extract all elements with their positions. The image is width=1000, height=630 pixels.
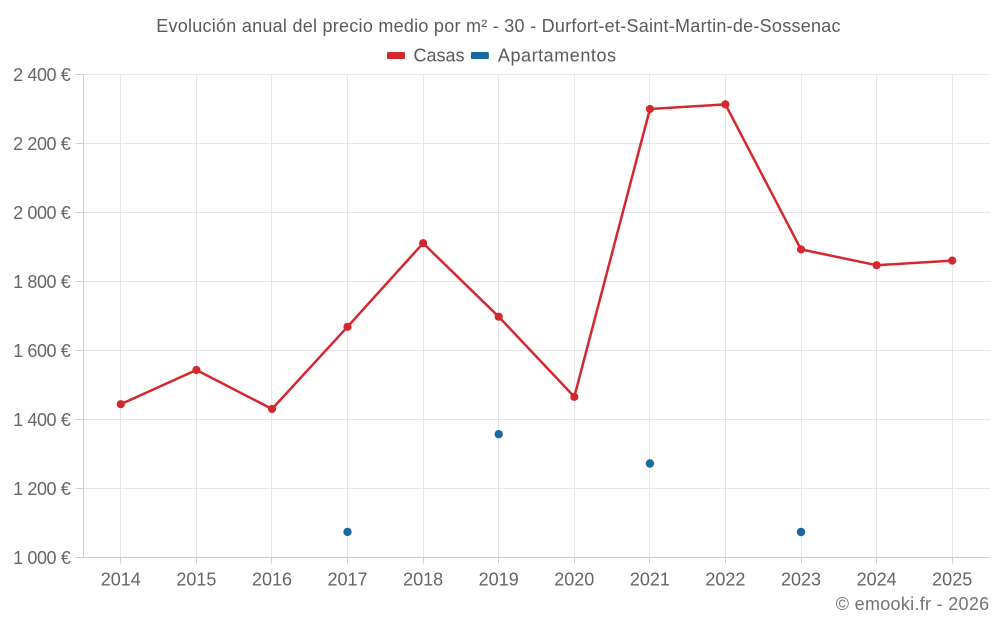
svg-text:2020: 2020: [554, 570, 594, 590]
svg-text:1 000 €: 1 000 €: [13, 548, 71, 568]
svg-text:2015: 2015: [176, 570, 216, 590]
svg-text:© emooki.fr - 2026: © emooki.fr - 2026: [836, 594, 990, 614]
svg-text:2023: 2023: [781, 570, 821, 590]
svg-text:2018: 2018: [403, 570, 443, 590]
svg-text:2021: 2021: [630, 570, 670, 590]
svg-text:2025: 2025: [932, 570, 972, 590]
svg-text:2017: 2017: [327, 570, 367, 590]
svg-text:1 600 €: 1 600 €: [13, 341, 71, 361]
svg-text:2 400 €: 2 400 €: [13, 65, 71, 85]
svg-text:2024: 2024: [857, 570, 897, 590]
svg-text:Casas: Casas: [414, 45, 465, 65]
svg-text:Evolución anual del precio med: Evolución anual del precio medio por m² …: [156, 16, 841, 36]
svg-text:2019: 2019: [479, 570, 519, 590]
svg-text:2 200 €: 2 200 €: [13, 134, 71, 154]
svg-text:2016: 2016: [252, 570, 292, 590]
svg-text:1 400 €: 1 400 €: [13, 410, 71, 430]
svg-text:Apartamentos: Apartamentos: [498, 45, 617, 65]
svg-text:1 800 €: 1 800 €: [13, 272, 71, 292]
svg-text:1 200 €: 1 200 €: [13, 479, 71, 499]
svg-text:2 000 €: 2 000 €: [13, 203, 71, 223]
svg-text:2022: 2022: [705, 570, 745, 590]
svg-text:2014: 2014: [101, 570, 141, 590]
